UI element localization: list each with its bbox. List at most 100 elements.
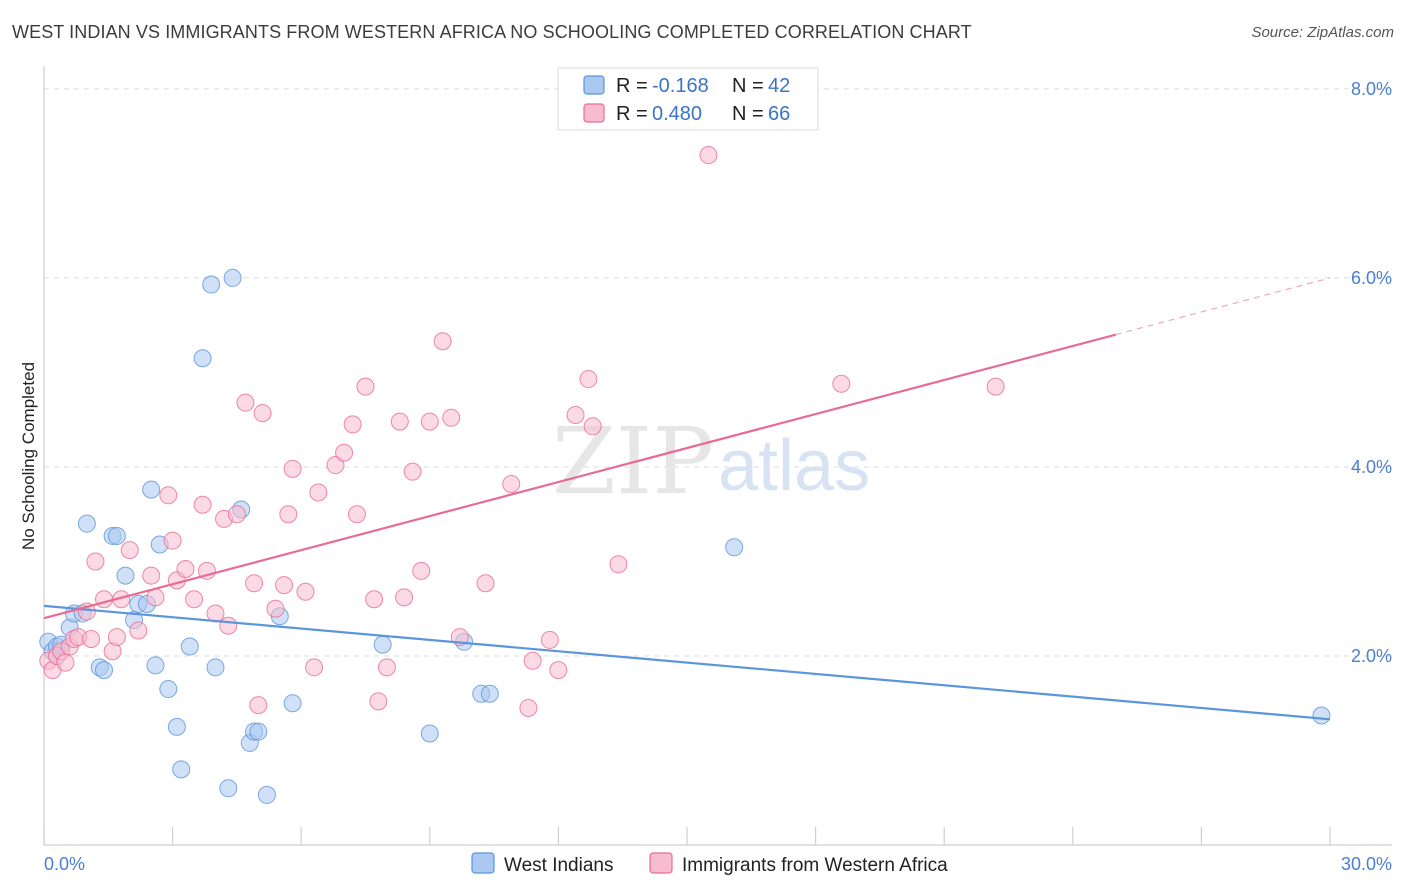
point-west-indians [1312, 706, 1331, 725]
axes [43, 66, 1392, 846]
point-immigrants [412, 561, 431, 580]
point-immigrants [519, 698, 538, 717]
grid-lines [44, 88, 1392, 657]
point-west-indians [257, 785, 276, 804]
series-west-indians [39, 268, 1331, 804]
trend-line-extension [1115, 277, 1331, 336]
point-immigrants [433, 332, 452, 351]
point-west-indians [159, 680, 178, 699]
point-immigrants [326, 456, 345, 475]
point-immigrants [549, 661, 568, 680]
legend-box: R = -0.168 N = 42 R = 0.480 N = 66 [557, 67, 819, 131]
point-west-indians [206, 658, 225, 677]
x-tick-label: 30.0% [1341, 854, 1392, 874]
point-immigrants [163, 531, 182, 550]
point-immigrants [476, 574, 495, 593]
point-west-indians [180, 637, 199, 656]
point-west-indians [480, 684, 499, 703]
point-immigrants [146, 588, 165, 607]
y-tick-label: 2.0% [1351, 646, 1392, 666]
point-west-indians [167, 717, 186, 736]
point-immigrants [253, 404, 272, 423]
bottom-legend: West Indians Immigrants from Western Afr… [471, 852, 948, 876]
x-tick-labels: 0.0% 30.0% [44, 854, 1392, 874]
chart-title: WEST INDIAN VS IMMIGRANTS FROM WESTERN A… [12, 22, 972, 42]
point-immigrants [442, 408, 461, 427]
point-immigrants [395, 588, 414, 607]
point-immigrants [279, 505, 298, 524]
y-tick-label: 6.0% [1351, 268, 1392, 288]
point-immigrants [120, 541, 139, 560]
point-immigrants [249, 696, 268, 715]
point-immigrants [566, 405, 585, 424]
point-immigrants [227, 505, 246, 524]
point-west-indians [283, 694, 302, 713]
point-immigrants [502, 474, 521, 493]
point-immigrants [129, 621, 148, 640]
point-west-indians [223, 268, 242, 287]
point-immigrants [343, 415, 362, 434]
trend-line-west-indians [43, 604, 1331, 721]
legend-r-value: 0.480 [652, 103, 702, 125]
point-immigrants [609, 555, 628, 574]
point-west-indians [95, 661, 114, 680]
point-immigrants [699, 146, 718, 165]
point-immigrants [159, 486, 178, 505]
legend-r-label: R = [616, 75, 648, 97]
point-west-indians [107, 526, 126, 545]
point-immigrants [107, 628, 126, 647]
trend-line-immigrants [43, 333, 1116, 620]
point-immigrants [377, 658, 396, 677]
point-immigrants [523, 651, 542, 670]
point-immigrants [540, 630, 559, 649]
legend-r-value: -0.168 [652, 75, 709, 97]
bottom-legend-swatch-immigrants [649, 852, 673, 874]
point-immigrants [369, 692, 388, 711]
point-west-indians [249, 722, 268, 741]
point-immigrants [335, 443, 354, 462]
point-immigrants [245, 574, 264, 593]
point-immigrants [986, 377, 1005, 396]
chart-source: Source: ZipAtlas.com [1251, 24, 1394, 41]
point-west-indians [420, 724, 439, 743]
x-tick-label: 0.0% [44, 854, 85, 874]
point-west-indians [202, 275, 221, 294]
point-west-indians [172, 760, 191, 779]
point-immigrants [583, 417, 602, 436]
point-west-indians [373, 635, 392, 654]
series-immigrants-western-africa [39, 146, 1005, 717]
point-west-indians [146, 656, 165, 675]
y-tick-label: 4.0% [1351, 457, 1392, 477]
point-immigrants [95, 590, 114, 609]
point-immigrants [185, 590, 204, 609]
legend-swatch-immigrants [583, 103, 605, 123]
point-immigrants [283, 459, 302, 478]
point-west-indians [116, 566, 135, 585]
point-west-indians [725, 538, 744, 557]
point-immigrants [296, 582, 315, 601]
point-immigrants [56, 653, 75, 672]
point-west-indians [77, 514, 96, 533]
point-immigrants [420, 412, 439, 431]
point-immigrants [219, 616, 238, 635]
point-immigrants [347, 505, 366, 524]
point-immigrants [193, 495, 212, 514]
point-immigrants [266, 599, 285, 618]
y-axis-label: No Schooling Completed [19, 362, 38, 550]
point-immigrants [82, 629, 101, 648]
y-tick-labels: 2.0% 4.0% 6.0% 8.0% [1351, 79, 1392, 666]
bottom-legend-swatch-west-indians [471, 852, 495, 874]
point-immigrants [579, 370, 598, 389]
point-west-indians [193, 349, 212, 368]
point-immigrants [86, 552, 105, 571]
point-west-indians [142, 480, 161, 499]
legend-swatch-west-indians [583, 75, 605, 95]
point-immigrants [176, 560, 195, 579]
bottom-legend-label-immigrants: Immigrants from Western Africa [682, 855, 948, 876]
point-immigrants [832, 374, 851, 393]
watermark-atlas: atlas [718, 426, 870, 506]
legend-n-label: N = [732, 75, 764, 97]
point-west-indians [219, 779, 238, 798]
point-immigrants [390, 412, 409, 431]
